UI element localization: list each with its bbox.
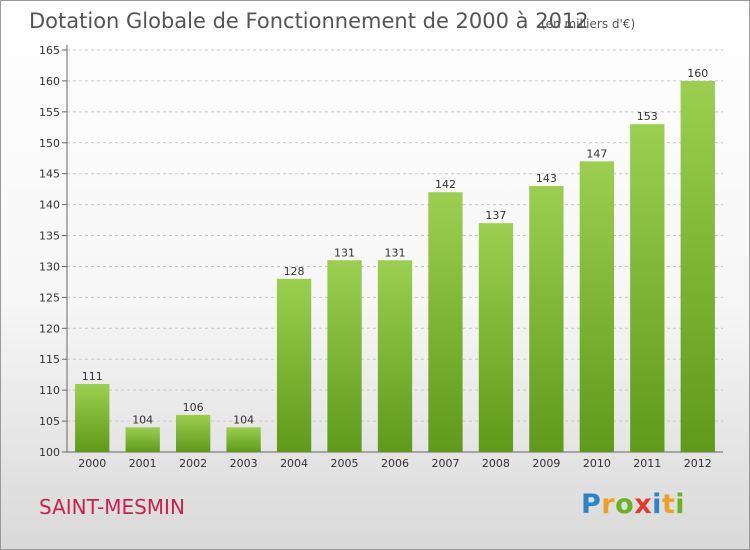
bar-value-label: 142 [435, 178, 456, 191]
x-tick-label: 2001 [129, 457, 157, 470]
bar-value-label: 104 [233, 413, 254, 426]
x-tick-label: 2004 [280, 457, 308, 470]
x-tick-label: 2011 [633, 457, 661, 470]
bar [75, 383, 110, 452]
bar [680, 80, 715, 452]
bar [125, 427, 160, 452]
y-tick-label: 150 [39, 137, 60, 150]
bar [579, 161, 615, 453]
y-tick-label: 145 [39, 168, 60, 181]
y-tick-label: 125 [39, 291, 60, 304]
bar-value-label: 143 [536, 172, 557, 185]
labels: 100 105 110 115 120 125 130 135 140 145 150 155 160 1… [39, 44, 712, 470]
y-tick-label: 140 [39, 199, 60, 212]
bar-value-label: 104 [132, 413, 153, 426]
logo-letter: i [675, 489, 686, 520]
bar-value-label: 131 [385, 246, 406, 259]
y-tick-label: 115 [39, 353, 60, 366]
y-tick-label: 130 [39, 260, 60, 273]
y-tick-label: 110 [39, 384, 60, 397]
proxiti-logo: Proxiti [581, 489, 685, 520]
bar-value-label: 111 [82, 370, 103, 383]
logo-letter: i [652, 489, 662, 520]
bar-value-label: 106 [183, 401, 204, 414]
x-tick-label: 2000 [78, 457, 106, 470]
x-tick-label: 2010 [583, 457, 611, 470]
bar [478, 223, 514, 452]
x-tick-label: 2009 [532, 457, 560, 470]
logo-letter: P [581, 489, 602, 520]
x-tick-label: 2006 [381, 457, 409, 470]
logo-letter: x [634, 489, 653, 520]
y-tick-label: 155 [39, 106, 60, 119]
bar-value-label: 160 [687, 67, 708, 80]
chart-title: Dotation Globale de Fonctionnement de 20… [29, 9, 589, 33]
logo-letter: t [661, 489, 676, 520]
bar-value-label: 131 [334, 246, 355, 259]
x-tick-label: 2005 [331, 457, 359, 470]
chart-unit: (en milliers d'€) [541, 17, 636, 31]
bar [226, 427, 261, 452]
bar-value-label: 147 [586, 147, 607, 160]
x-tick-label: 2007 [431, 457, 459, 470]
y-tick-label: 165 [39, 44, 60, 57]
bars [75, 80, 715, 453]
bar [377, 260, 413, 452]
y-tick-label: 135 [39, 230, 60, 243]
bar [327, 260, 362, 452]
logo-letter: o [615, 489, 635, 520]
x-tick-label: 2002 [179, 457, 207, 470]
x-tick-label: 2008 [482, 457, 510, 470]
bar-value-label: 137 [485, 209, 506, 222]
y-tick-label: 100 [39, 446, 60, 459]
x-tick-label: 2012 [684, 457, 712, 470]
bar [630, 124, 665, 452]
y-tick-label: 160 [39, 75, 60, 88]
bar-value-label: 153 [637, 110, 658, 123]
x-tick-label: 2003 [230, 457, 258, 470]
bar [276, 278, 312, 452]
bar-value-label: 128 [284, 265, 305, 278]
commune-name: SAINT-MESMIN [39, 495, 185, 519]
logo-letter: r [601, 489, 616, 520]
bar [175, 414, 211, 452]
y-tick-label: 105 [39, 415, 60, 428]
bar [428, 192, 463, 452]
bar [529, 186, 564, 453]
y-tick-label: 120 [39, 322, 60, 335]
